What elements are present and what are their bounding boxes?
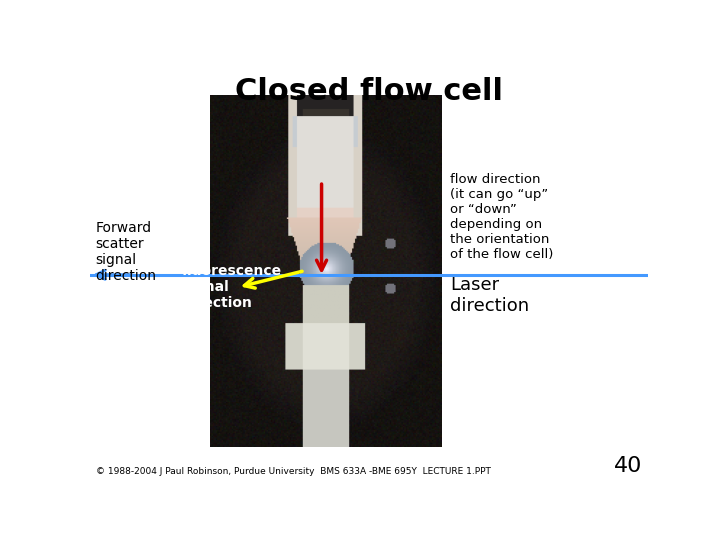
- Text: 40: 40: [614, 456, 642, 476]
- Text: flow direction
(it can go “up”
or “down”
depending on
the orientation
of the flo: flow direction (it can go “up” or “down”…: [450, 173, 553, 261]
- Text: Laser
direction: Laser direction: [450, 276, 529, 315]
- Text: Forward
scatter
signal
direction: Forward scatter signal direction: [96, 221, 156, 283]
- Text: © 1988-2004 J Paul Robinson, Purdue University  BMS 633A -BME 695Y  LECTURE 1.PP: © 1988-2004 J Paul Robinson, Purdue Univ…: [96, 468, 490, 476]
- Text: fluorescence
signal
direction: fluorescence signal direction: [182, 264, 282, 310]
- Text: Closed flow cell: Closed flow cell: [235, 77, 503, 106]
